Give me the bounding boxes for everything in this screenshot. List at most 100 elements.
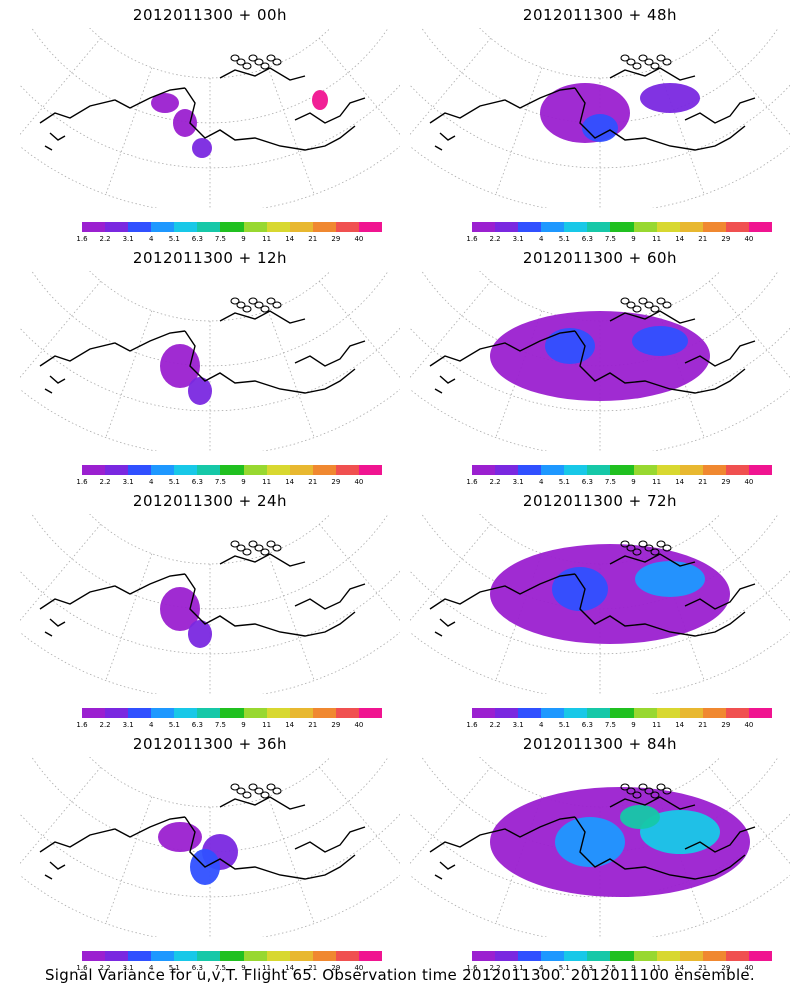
coastline (219, 796, 306, 810)
meridian-line (105, 796, 153, 924)
colorbar-segment (266, 465, 290, 475)
figure-caption: Signal Variance for u,v,T. Flight 65. Ob… (44, 966, 756, 984)
island (656, 297, 666, 305)
meridian-line (357, 757, 400, 790)
island (260, 305, 270, 313)
colorbar-tick-label: 4 (538, 478, 544, 486)
colorbar-segment (151, 465, 175, 475)
colorbar-segment (564, 708, 588, 718)
colorbar-segment (197, 222, 221, 232)
meridian-line (318, 280, 400, 379)
coastline (219, 67, 306, 81)
meridian-line (20, 757, 63, 790)
colorbar-tick-label: 1.6 (466, 721, 478, 729)
colorbar-tick-label: 40 (354, 964, 364, 972)
variance-region (545, 328, 595, 364)
colorbar-segment (197, 951, 221, 961)
colorbar-segment (587, 465, 611, 475)
colorbar-segment (266, 951, 290, 961)
coastline (609, 67, 696, 81)
colorbar-segment (174, 222, 198, 232)
colorbar-segment (518, 222, 542, 232)
meridian-line (410, 766, 492, 865)
meridian-line (410, 523, 492, 622)
colorbar-segment (679, 222, 703, 232)
island (626, 544, 636, 552)
colorbar-segment (128, 222, 152, 232)
coastline (434, 375, 456, 394)
meridian-line (318, 766, 400, 865)
colorbar-segment (564, 951, 588, 961)
latitude-line (31, 514, 389, 610)
island (620, 783, 630, 791)
colorbar-tick-label: 21 (698, 964, 708, 972)
colorbar-segment (82, 951, 106, 961)
meridian-line (267, 553, 315, 681)
colorbar-labels: 1.6 2.2 3.1 4 5.1 6.3 7.5 9 11 14 21 29 40 (76, 235, 382, 245)
colorbar-segment (587, 222, 611, 232)
island (650, 548, 660, 556)
colorbar-tick-label: 9 (631, 478, 636, 486)
colorbar-segment (220, 708, 244, 718)
coastline (294, 826, 366, 853)
variance-region (555, 817, 625, 867)
colorbar-labels: 1.6 2.2 3.1 4 5.1 6.3 7.5 9 11 14 21 29 40 (466, 478, 772, 488)
coastline (429, 573, 576, 610)
island (620, 54, 630, 62)
latitude-line (410, 327, 790, 412)
meridian-line (495, 796, 543, 924)
meridian-line (20, 280, 102, 379)
island (236, 301, 246, 309)
colorbar-segment (312, 465, 336, 475)
latitude-line (479, 271, 721, 322)
latitude-line (20, 570, 400, 655)
colorbar-segment (289, 708, 313, 718)
colorbar-segment (656, 951, 680, 961)
coastline (44, 132, 66, 151)
island (248, 297, 258, 305)
coastline (434, 132, 456, 151)
colorbar-segment (725, 222, 749, 232)
colorbar-segment (564, 465, 588, 475)
colorbar-segment (266, 222, 290, 232)
variance-region (192, 138, 212, 158)
colorbar-labels: 1.6 2.2 3.1 4 5.1 6.3 7.5 9 11 14 21 29 40 (466, 964, 772, 974)
colorbar-segment (243, 465, 267, 475)
variance-map (410, 757, 790, 937)
colorbar-tick-label: 14 (285, 721, 295, 729)
island (638, 783, 648, 791)
colorbar-tick-label: 3.1 (122, 478, 134, 486)
latitude-line (20, 813, 400, 898)
latitude-line (410, 84, 790, 169)
colorbar-tick-label: 29 (331, 964, 341, 972)
variance-region (552, 567, 608, 611)
coastline (574, 816, 746, 880)
colorbar-segment (725, 951, 749, 961)
colorbar (472, 951, 773, 961)
coastline (39, 573, 186, 610)
colorbar-tick-label: 11 (652, 964, 662, 972)
colorbar-segment (679, 951, 703, 961)
colorbar-segment (335, 951, 359, 961)
colorbar-tick-label: 6.3 (581, 235, 593, 243)
latitude-line (479, 514, 721, 565)
coastline (429, 330, 576, 367)
meridian-line (708, 280, 790, 379)
colorbar-tick-label: 1.6 (76, 478, 88, 486)
colorbar-tick-label: 21 (698, 478, 708, 486)
meridian-line (318, 523, 400, 622)
colorbar-tick-label: 3.1 (122, 721, 134, 729)
colorbar-tick-label: 7.5 (604, 235, 617, 243)
island (260, 791, 270, 799)
variance-map (20, 514, 400, 694)
panel-title: 2012011300 + 24h (132, 492, 288, 510)
meridian-line (495, 67, 543, 195)
colorbar-segment (656, 708, 680, 718)
colorbar-tick-label: 2.2 (99, 721, 111, 729)
colorbar-tick-label: 5.1 (558, 478, 570, 486)
island (656, 783, 666, 791)
panel-title: 2012011300 + 72h (522, 492, 678, 510)
island (644, 544, 654, 552)
colorbar-tick-label: 40 (744, 721, 754, 729)
coastline (609, 553, 696, 567)
